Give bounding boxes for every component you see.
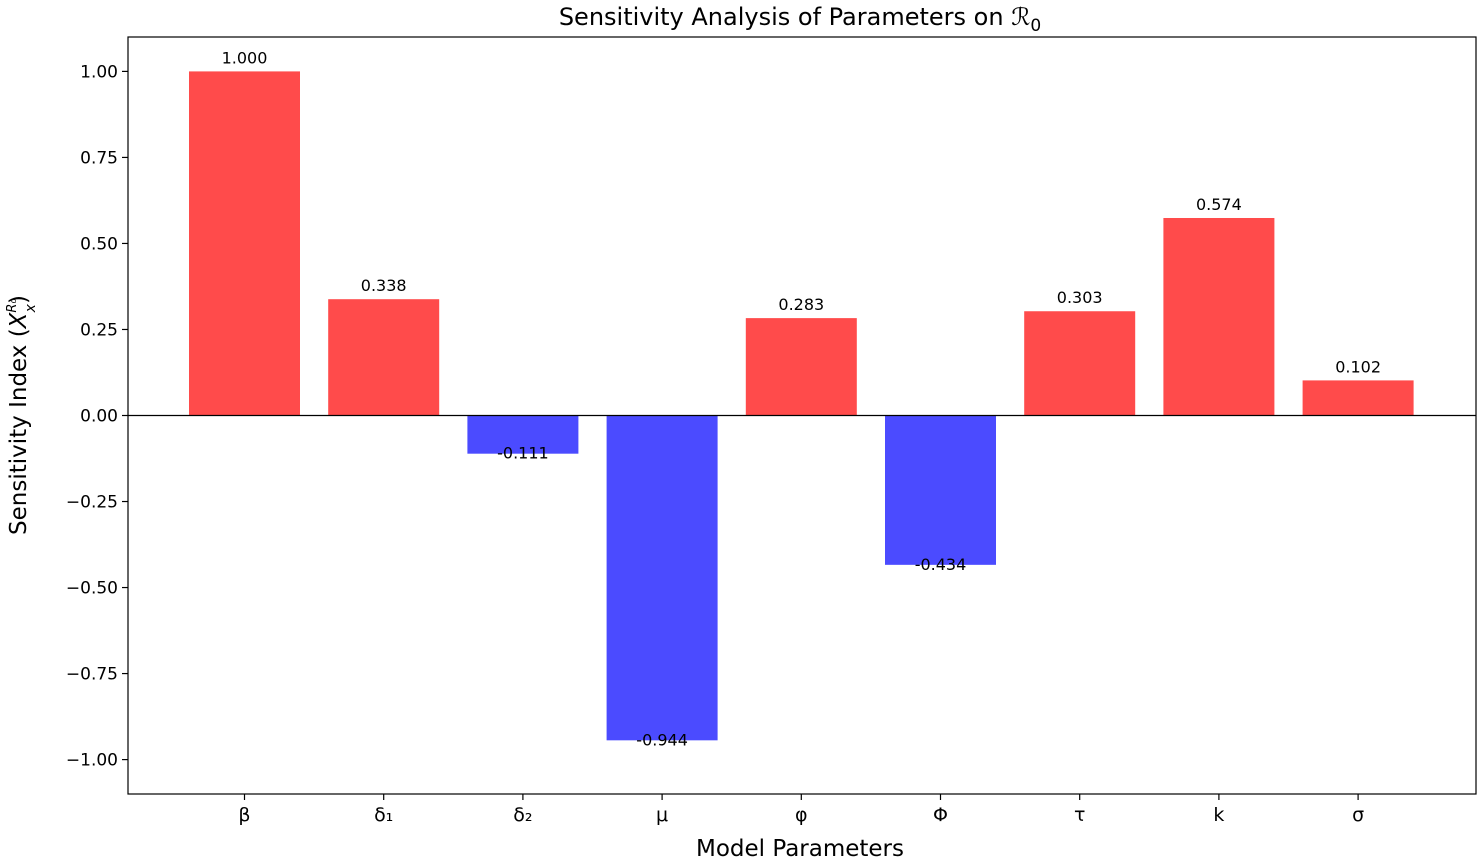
- bars: [189, 71, 1414, 741]
- bar-value-label: 0.303: [1057, 288, 1103, 307]
- x-tick-label: β: [238, 804, 250, 826]
- x-tick-label: δ₂: [513, 804, 532, 826]
- x-tick-label: δ₁: [374, 804, 393, 826]
- y-axis-label-text: Sensitivity Index (: [6, 328, 32, 535]
- y-axis-label-symbol: X: [6, 311, 32, 329]
- chart-title: Sensitivity Analysis of Parameters on ℛ0: [559, 3, 1041, 36]
- bar-7: [1024, 311, 1136, 416]
- y-tick-label: 1.00: [80, 62, 118, 82]
- chart-title-text: Sensitivity Analysis of Parameters on: [559, 3, 1011, 31]
- bar-1: [189, 71, 300, 416]
- y-tick-label: −0.25: [66, 493, 118, 513]
- y-tick-label: −1.00: [66, 751, 118, 771]
- x-tick-label: φ: [795, 804, 808, 826]
- x-axis-label: Model Parameters: [696, 836, 904, 860]
- bar-value-label: -0.944: [636, 730, 688, 749]
- chart-title-symbol: ℛ: [1011, 3, 1030, 31]
- y-ticks: 1.00 0.75 0.50 0.25 0.00 −0.25 −0.50 −0.75 −1.00: [66, 62, 128, 771]
- bar-value-label: 0.283: [778, 295, 824, 314]
- bar-3: [467, 415, 579, 454]
- y-tick-label: 0.75: [80, 148, 118, 168]
- bar-value-label: 1.000: [222, 48, 268, 67]
- y-tick-label: 0.00: [80, 407, 118, 427]
- bar-5: [745, 318, 857, 416]
- y-tick-label: −0.75: [66, 665, 118, 685]
- x-tick-label: σ: [1352, 804, 1364, 826]
- bar-8: [1163, 217, 1275, 416]
- y-tick-label: −0.50: [66, 579, 118, 599]
- bar-9: [1302, 380, 1414, 416]
- chart-title-subscript: 0: [1030, 16, 1041, 36]
- y-axis-label-superscript: R₀: [5, 298, 20, 313]
- bar-value-label: 0.102: [1335, 357, 1381, 376]
- y-axis-label-close: ): [6, 295, 32, 304]
- bar-value-label: -0.434: [915, 555, 967, 574]
- y-axis-label-subscript: x: [23, 303, 39, 313]
- bar-6: [885, 415, 996, 565]
- bar-4: [606, 415, 718, 741]
- bar-value-label: 0.338: [361, 276, 407, 295]
- data-labels: 1.000 0.338 -0.111 -0.944 0.283 -0.434 0.303 0.…: [222, 48, 1381, 749]
- bar-2: [328, 299, 440, 416]
- x-tick-label: k: [1213, 804, 1224, 826]
- x-tick-label: μ: [656, 804, 668, 826]
- x-tick-label: Φ: [933, 804, 948, 826]
- x-tick-label: τ: [1074, 804, 1085, 826]
- bar-value-label: 0.574: [1196, 195, 1242, 214]
- y-tick-label: 0.50: [80, 234, 118, 254]
- y-tick-label: 0.25: [80, 320, 118, 340]
- bar-value-label: -0.111: [497, 444, 549, 463]
- y-axis-label: Sensitivity Index (XR₀ x): [5, 295, 39, 535]
